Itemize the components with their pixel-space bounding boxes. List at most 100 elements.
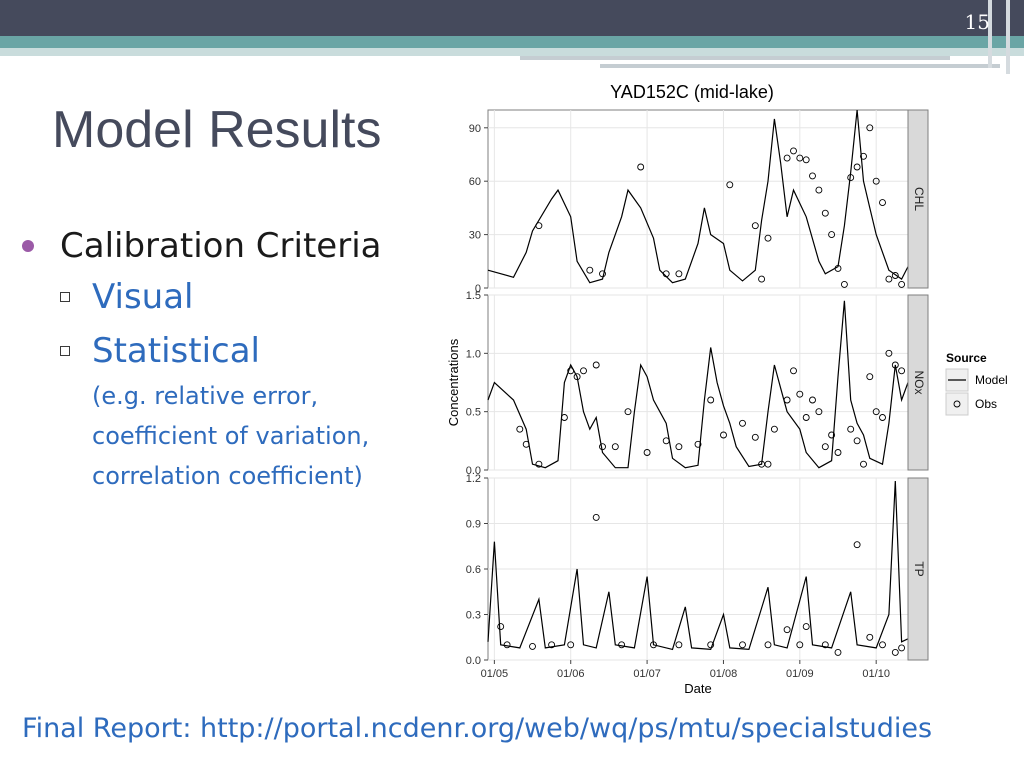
obs-point <box>891 272 899 279</box>
facet-label: TP <box>912 561 926 576</box>
obs-point <box>599 270 606 278</box>
obs-point <box>643 449 651 456</box>
obs-point <box>751 433 759 441</box>
obs-point <box>898 644 906 652</box>
obs-point <box>853 541 861 549</box>
facet-label: NOx <box>912 371 926 395</box>
bullet-item: Calibration Criteria <box>22 222 422 270</box>
obs-point <box>872 408 880 416</box>
obs-point <box>821 209 829 217</box>
x-tick-label: 01/07 <box>633 668 661 680</box>
obs-point <box>522 440 530 448</box>
obs-point <box>592 361 600 369</box>
x-tick-label: 01/10 <box>862 668 890 680</box>
obs-point <box>885 275 893 283</box>
obs-point <box>503 641 511 649</box>
obs-point <box>548 641 556 649</box>
obs-point <box>567 367 575 375</box>
legend-label: Obs <box>975 397 997 411</box>
slide-number: 15 <box>964 10 990 34</box>
obs-point <box>650 641 657 649</box>
y-tick-label: 1.5 <box>466 290 481 302</box>
obs-point <box>783 154 791 162</box>
obs-point <box>821 443 829 451</box>
chart-title: YAD152C (mid-lake) <box>610 82 774 102</box>
obs-point <box>802 156 810 164</box>
obs-point <box>891 648 899 656</box>
y-tick-label: 0.3 <box>466 610 481 622</box>
header-stripe <box>0 36 1024 48</box>
x-tick-label: 01/08 <box>710 668 738 680</box>
obs-point <box>796 641 804 649</box>
detail-text: (e.g. relative error, coefficient of var… <box>22 376 422 496</box>
obs-point <box>726 181 734 189</box>
obs-point <box>720 431 727 439</box>
obs-point <box>592 513 600 521</box>
obs-point <box>821 641 829 649</box>
sub-bullet-text: Statistical <box>92 331 260 371</box>
bullet-text: Calibration Criteria <box>60 226 382 266</box>
legend-label: Model <box>975 373 1008 387</box>
y-tick-label: 30 <box>469 230 481 242</box>
chart: YAD152C (mid-lake) 0 30 60 90 CHL 0.0 0.5 1.0 1.5… <box>446 82 1008 696</box>
obs-point <box>860 460 867 468</box>
facet-label: CHL <box>912 187 926 211</box>
panel-background <box>487 294 909 471</box>
y-tick-label: 60 <box>469 176 481 188</box>
obs-point <box>834 648 842 656</box>
obs-point <box>675 641 683 649</box>
detail-line: correlation coefficient) <box>92 462 363 490</box>
obs-point <box>751 222 759 230</box>
y-tick-label: 0.9 <box>466 519 481 531</box>
obs-point <box>879 641 886 649</box>
obs-point <box>599 443 606 451</box>
obs-point <box>885 349 893 357</box>
legend-title: Source <box>946 351 987 365</box>
obs-point <box>834 449 842 456</box>
facet-strip <box>907 109 929 289</box>
obs-point <box>662 437 670 445</box>
obs-point <box>815 408 823 416</box>
x-tick-label: 01/06 <box>557 668 585 680</box>
facet-strip <box>907 294 929 471</box>
obs-point <box>891 361 899 369</box>
obs-point <box>637 163 645 171</box>
footer-link[interactable]: Final Report: http://portal.ncdenr.org/w… <box>22 713 933 744</box>
model-line-tp <box>487 480 909 651</box>
sub-bullet-text: Visual <box>92 277 194 317</box>
x-axis-label: Date <box>684 681 711 696</box>
obs-point <box>675 270 683 278</box>
obs-point <box>675 443 683 451</box>
square-bullet-icon <box>60 292 70 302</box>
y-tick-label: 0.0 <box>466 655 481 667</box>
obs-point <box>764 641 772 649</box>
obs-point <box>516 425 524 433</box>
obs-point <box>694 440 702 448</box>
obs-point <box>828 231 836 239</box>
bullet-dot-icon <box>22 240 34 252</box>
legend-obs-point <box>953 400 961 408</box>
obs-point <box>567 641 575 649</box>
obs-point <box>866 124 874 132</box>
obs-point <box>860 152 867 160</box>
deco-line <box>520 56 950 60</box>
obs-point <box>783 396 791 404</box>
obs-point <box>739 641 746 649</box>
obs-point <box>535 460 543 468</box>
obs-point <box>809 396 816 404</box>
obs-point <box>618 641 626 649</box>
obs-point <box>815 186 823 194</box>
facet-strip <box>907 477 929 661</box>
obs-point <box>802 414 810 421</box>
model-line-nox <box>487 300 909 469</box>
obs-point <box>840 280 848 288</box>
obs-point <box>872 177 880 185</box>
obs-point <box>662 270 670 278</box>
obs-point <box>879 199 886 207</box>
deco-line <box>988 0 992 68</box>
obs-point <box>790 367 797 375</box>
x-tick-label: 01/05 <box>481 668 509 680</box>
detail-line: coefficient of variation, <box>92 422 370 450</box>
model-line-chl <box>487 109 909 284</box>
header-stripe-light <box>0 48 1024 56</box>
